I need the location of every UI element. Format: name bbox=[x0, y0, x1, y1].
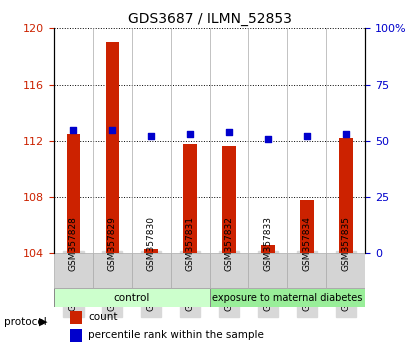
Bar bbox=[261, 245, 275, 253]
Bar bbox=[70, 329, 82, 342]
Point bbox=[148, 133, 154, 139]
Text: GSM357833: GSM357833 bbox=[264, 216, 272, 271]
Bar bbox=[105, 42, 119, 253]
Bar bbox=[339, 138, 353, 253]
FancyBboxPatch shape bbox=[93, 253, 132, 289]
Bar bbox=[144, 249, 158, 253]
Text: GSM357828: GSM357828 bbox=[69, 216, 78, 271]
FancyBboxPatch shape bbox=[287, 253, 326, 289]
Text: count: count bbox=[88, 313, 118, 322]
FancyBboxPatch shape bbox=[171, 253, 210, 289]
Point bbox=[109, 127, 116, 132]
Text: GSM357829: GSM357829 bbox=[108, 216, 117, 271]
Point bbox=[226, 129, 232, 135]
FancyBboxPatch shape bbox=[249, 253, 287, 289]
Point bbox=[70, 127, 77, 132]
Text: GSM357834: GSM357834 bbox=[303, 216, 311, 271]
Point bbox=[342, 131, 349, 137]
FancyBboxPatch shape bbox=[54, 253, 93, 289]
Bar bbox=[222, 147, 236, 253]
Bar bbox=[300, 200, 314, 253]
Text: percentile rank within the sample: percentile rank within the sample bbox=[88, 330, 264, 341]
FancyBboxPatch shape bbox=[54, 289, 210, 307]
FancyBboxPatch shape bbox=[132, 253, 171, 289]
Text: GSM357832: GSM357832 bbox=[225, 216, 234, 271]
Text: GSM357831: GSM357831 bbox=[186, 216, 195, 271]
Text: control: control bbox=[114, 293, 150, 303]
FancyBboxPatch shape bbox=[210, 253, 249, 289]
Point bbox=[303, 133, 310, 139]
Point bbox=[265, 136, 271, 142]
Text: protocol: protocol bbox=[4, 317, 47, 327]
Title: GDS3687 / ILMN_52853: GDS3687 / ILMN_52853 bbox=[128, 12, 291, 26]
Bar bbox=[70, 311, 82, 324]
Text: ▶: ▶ bbox=[39, 317, 48, 327]
FancyBboxPatch shape bbox=[326, 253, 365, 289]
Point bbox=[187, 131, 193, 137]
Text: GSM357830: GSM357830 bbox=[147, 216, 156, 271]
Bar bbox=[66, 134, 80, 253]
FancyBboxPatch shape bbox=[210, 289, 365, 307]
Bar bbox=[183, 144, 197, 253]
Text: exposure to maternal diabetes: exposure to maternal diabetes bbox=[212, 293, 363, 303]
Text: GSM357835: GSM357835 bbox=[341, 216, 350, 271]
